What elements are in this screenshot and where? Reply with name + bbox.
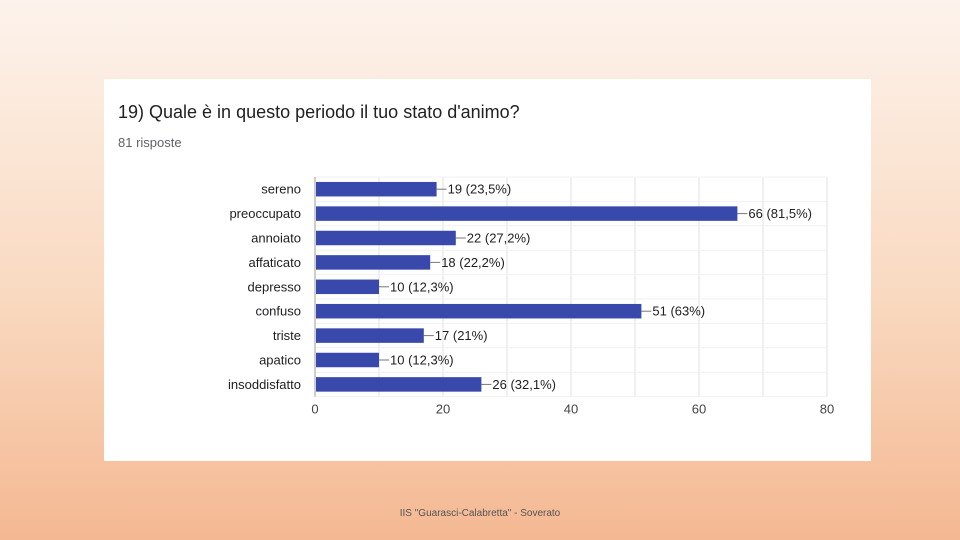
category-label: triste [273, 328, 301, 343]
bar [316, 181, 437, 197]
category-label: depresso [248, 279, 301, 294]
category-label: confuso [255, 304, 301, 319]
bar [316, 255, 431, 270]
data-label: 10 (12,3%) [390, 279, 454, 294]
data-label: 10 (12,3%) [390, 353, 454, 368]
bar [316, 352, 379, 368]
bar [316, 230, 456, 246]
bar [316, 377, 482, 392]
x-tick-label: 0 [311, 402, 318, 417]
category-label: insoddisfatto [228, 377, 301, 392]
x-tick-label: 20 [436, 402, 450, 417]
category-label: sereno [261, 182, 301, 197]
data-label: 51 (63%) [652, 304, 705, 319]
question-title: 19) Quale è in questo periodo il tuo sta… [118, 102, 520, 122]
bar [316, 303, 642, 319]
category-label: apatico [259, 353, 301, 368]
data-label: 17 (21%) [435, 328, 488, 343]
x-tick-label: 60 [692, 402, 706, 417]
chart-card: 19) Quale è in questo periodo il tuo sta… [104, 79, 871, 461]
bar [316, 206, 738, 221]
category-label: affaticato [248, 255, 301, 270]
category-label: preoccupato [229, 206, 301, 221]
bar [316, 328, 424, 343]
category-label: annoiato [251, 231, 301, 246]
x-tick-label: 40 [564, 402, 578, 417]
data-label: 19 (23,5%) [448, 182, 512, 197]
data-label: 22 (27,2%) [467, 231, 531, 246]
data-label: 18 (22,2%) [441, 255, 505, 270]
x-tick-label: 80 [820, 402, 834, 417]
data-label: 26 (32,1%) [492, 377, 556, 392]
bar [316, 279, 379, 295]
bar-chart: 0 20 40 60 80 sereno 19 (23,5%) preoccupato 66 (… [228, 176, 834, 417]
slide-footer: IIS "Guarasci-Calabretta" - Soverato [399, 508, 561, 519]
data-label: 66 (81,5%) [748, 206, 812, 221]
response-count: 81 risposte [118, 135, 182, 150]
